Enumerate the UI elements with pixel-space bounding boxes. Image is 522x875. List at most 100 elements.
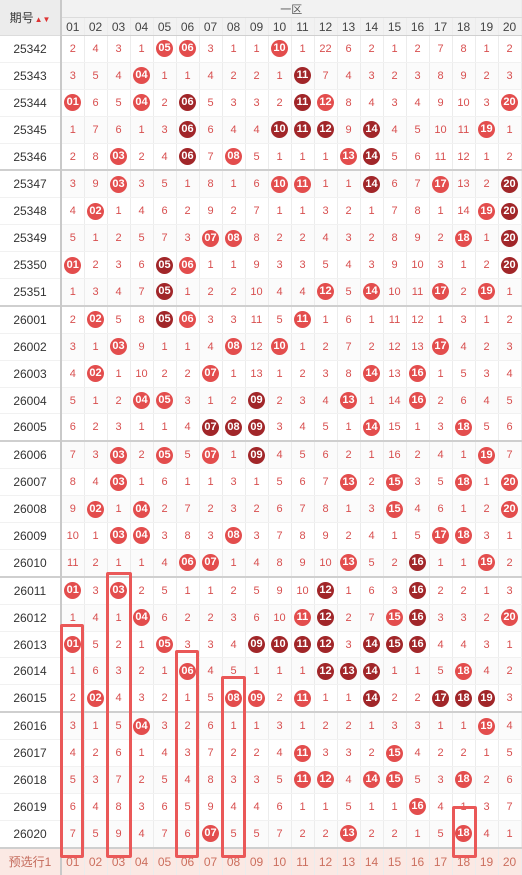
preselect-number[interactable]: 20 [498, 846, 522, 875]
preselect-number[interactable]: 02 [84, 846, 108, 875]
miss-count-cell: 15 [383, 413, 407, 442]
hit-cell: 18 [452, 766, 476, 794]
miss-count-cell: 3 [176, 387, 200, 415]
hit-cell: 06 [176, 35, 200, 63]
preselect-number[interactable]: 09 [245, 846, 269, 875]
miss-count-cell: 14 [383, 387, 407, 415]
miss-count-cell: 9 [337, 116, 361, 144]
table-row: 26010 11 2 1 1 4 06 07 1 4 8 9 10 13 5 2 16 1 1 19 2 [0, 549, 522, 578]
miss-count-cell: 5 [84, 820, 108, 849]
miss-count-cell: 8 [84, 143, 108, 171]
miss-count-cell: 8 [199, 766, 223, 794]
miss-count-cell: 1 [475, 739, 499, 768]
hit-cell: 03 [107, 522, 131, 550]
miss-count-cell: 2 [498, 657, 522, 686]
miss-count-cell: 1 [153, 657, 177, 686]
number-ball: 19 [478, 121, 495, 139]
miss-count-cell: 2 [199, 604, 223, 632]
column-header: 16 [406, 17, 430, 36]
miss-count-cell: 6 [337, 304, 361, 334]
preselect-number[interactable]: 11 [291, 846, 315, 875]
number-ball: 06 [179, 311, 196, 329]
miss-count-cell: 2 [383, 62, 407, 90]
preselect-number[interactable]: 19 [475, 846, 499, 875]
miss-count-cell: 5 [406, 522, 430, 550]
number-ball: 05 [156, 446, 173, 464]
miss-count-cell: 4 [199, 333, 223, 361]
issue-column-header[interactable]: 期号▲▼ [0, 0, 62, 36]
miss-count-cell: 13 [406, 333, 430, 361]
hit-cell: 03 [107, 440, 131, 470]
miss-count-cell: 2 [314, 711, 338, 741]
table-row: 25342 2 4 3 1 05 06 3 1 1 10 1 22 6 2 1 2 7 8 1 2 [0, 35, 522, 63]
hit-cell: 17 [429, 169, 453, 199]
hit-cell: 20 [498, 495, 522, 524]
preselect-number[interactable]: 10 [268, 846, 292, 875]
miss-count-cell: 4 [475, 387, 499, 415]
miss-count-cell: 6 [291, 468, 315, 497]
number-ball: 14 [363, 175, 380, 193]
miss-count-cell: 7 [498, 793, 522, 821]
number-ball: 18 [455, 689, 472, 707]
miss-count-cell: 2 [268, 89, 292, 117]
issue-number: 26002 [0, 333, 62, 361]
number-ball: 19 [478, 283, 495, 301]
number-ball: 17 [432, 689, 449, 707]
miss-count-cell: 6 [498, 413, 522, 442]
hit-cell: 06 [176, 304, 200, 334]
miss-count-cell: 2 [337, 604, 361, 632]
miss-count-cell: 1 [314, 143, 338, 171]
miss-count-cell: 4 [84, 35, 108, 63]
table-row: 26007 8 4 03 1 6 1 1 3 1 5 6 7 13 2 15 3 5 18 1 20 [0, 468, 522, 497]
preselect-number[interactable]: 14 [360, 846, 384, 875]
preselect-number[interactable]: 16 [406, 846, 430, 875]
miss-count-cell: 5 [245, 820, 269, 849]
miss-count-cell: 8 [268, 549, 292, 578]
number-ball: 14 [363, 771, 380, 789]
number-ball: 11 [294, 311, 311, 329]
preselect-number[interactable]: 13 [337, 846, 361, 875]
miss-count-cell: 5 [107, 304, 131, 334]
miss-count-cell: 1 [291, 197, 315, 226]
miss-count-cell: 1 [222, 711, 246, 741]
number-ball: 16 [409, 609, 426, 627]
hit-cell: 02 [84, 197, 108, 226]
miss-count-cell: 2 [268, 387, 292, 415]
miss-count-cell: 4 [452, 631, 476, 659]
miss-count-cell: 9 [245, 251, 269, 280]
miss-count-cell: 3 [383, 89, 407, 117]
miss-count-cell: 9 [84, 169, 108, 199]
preselect-number[interactable]: 04 [130, 846, 154, 875]
number-ball: 19 [478, 202, 495, 220]
number-ball: 14 [363, 283, 380, 301]
sort-triangles-icon[interactable]: ▲▼ [34, 15, 51, 24]
hit-cell: 09 [245, 684, 269, 713]
miss-count-cell: 12 [245, 333, 269, 361]
miss-count-cell: 3 [61, 169, 85, 199]
miss-count-cell: 3 [498, 62, 522, 90]
miss-count-cell: 2 [107, 387, 131, 415]
miss-count-cell: 1 [314, 684, 338, 713]
miss-count-cell: 2 [498, 549, 522, 578]
issue-number: 25342 [0, 35, 62, 63]
preselect-number[interactable]: 05 [153, 846, 177, 875]
hit-cell: 08 [222, 333, 246, 361]
miss-count-cell: 2 [153, 89, 177, 117]
miss-count-cell: 9 [429, 89, 453, 117]
number-ball: 20 [501, 94, 519, 112]
preselect-number[interactable]: 17 [429, 846, 453, 875]
miss-count-cell: 3 [245, 766, 269, 794]
preselect-number[interactable]: 12 [314, 846, 338, 875]
hit-cell: 07 [199, 820, 223, 849]
miss-count-cell: 8 [245, 224, 269, 253]
miss-count-cell: 10 [429, 116, 453, 144]
preselect-number[interactable]: 07 [199, 846, 223, 875]
miss-count-cell: 2 [475, 169, 499, 199]
hit-cell: 11 [291, 604, 315, 632]
miss-count-cell: 1 [107, 604, 131, 632]
miss-count-cell: 3 [337, 739, 361, 768]
hit-cell: 05 [153, 35, 177, 63]
miss-count-cell: 3 [84, 440, 108, 470]
hit-cell: 16 [406, 631, 430, 659]
preselect-number[interactable]: 15 [383, 846, 407, 875]
